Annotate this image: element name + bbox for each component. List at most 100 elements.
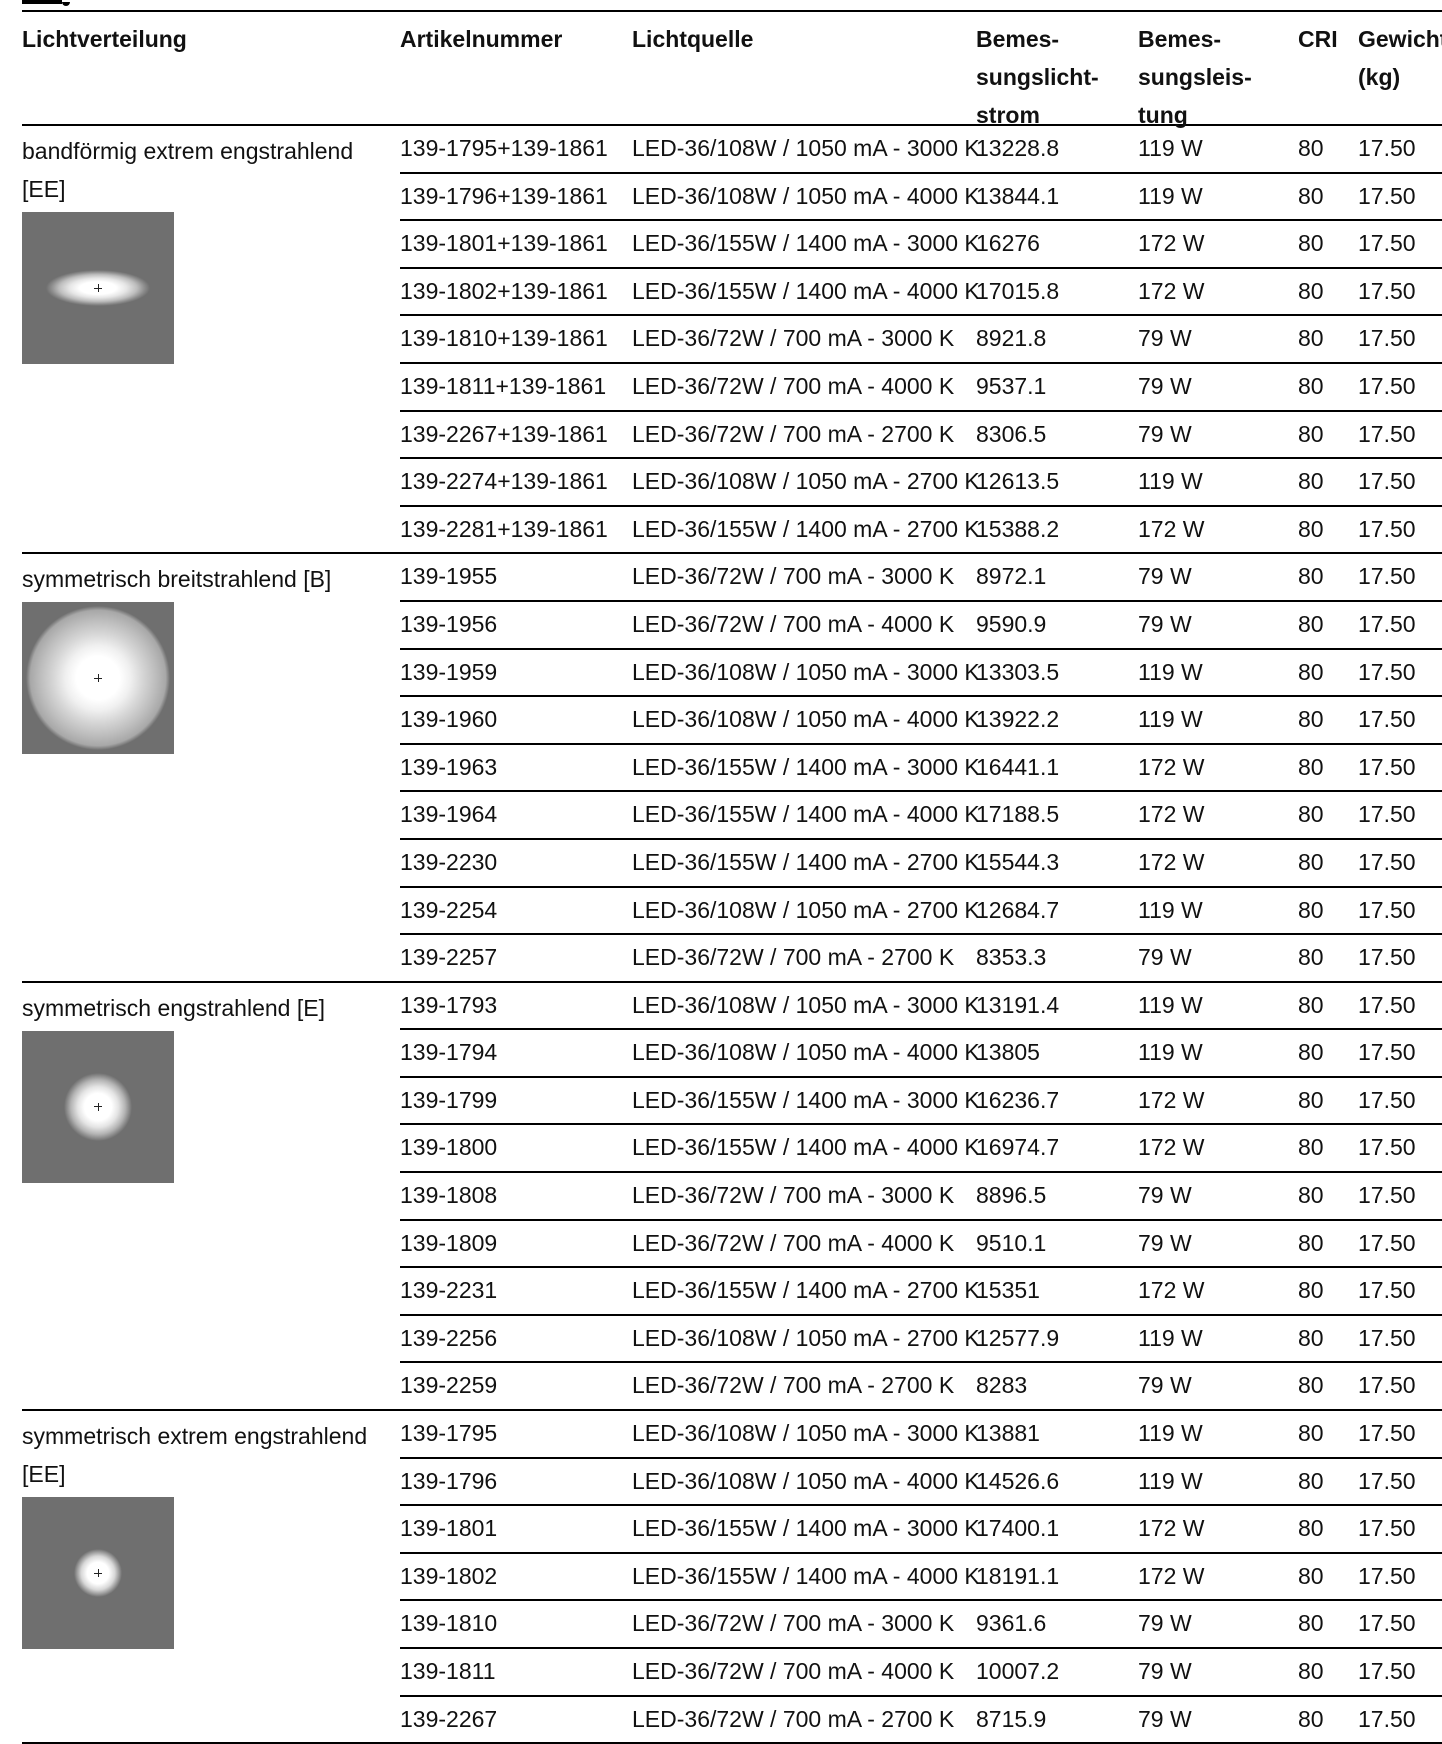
lichtstrom-cell: 18191.1: [976, 1562, 1060, 1589]
lichtstrom-cell: 8972.1: [976, 563, 1047, 590]
light-distribution-image: [22, 212, 174, 364]
leistung-cell: 119 W: [1138, 1039, 1203, 1066]
lichtstrom-cell: 13805: [976, 1039, 1040, 1066]
cri-cell: 80: [1298, 991, 1324, 1018]
gewicht-cell: 17.50: [1358, 658, 1416, 685]
lichtquelle-cell: LED-36/108W / 1050 mA - 4000 K: [632, 706, 980, 733]
distribution-group: symmetrisch breitstrahlend [B] 139-1955 LE…: [22, 554, 1442, 983]
lichtstrom-cell: 17015.8: [976, 277, 1060, 304]
artikelnummer-cell: 139-2230: [400, 848, 498, 875]
artikelnummer-cell: 139-1796+139-1861: [400, 182, 608, 209]
table-row: 139-1796 LED-36/108W / 1050 mA - 4000 K 14…: [400, 1459, 1442, 1507]
table-row: 139-1802+139-1861 LED-36/155W / 1400 mA -…: [400, 269, 1442, 317]
lichtstrom-cell: 17400.1: [976, 1515, 1060, 1542]
lichtstrom-cell: 9510.1: [976, 1229, 1047, 1256]
header-gewicht-line: (kg): [1358, 64, 1401, 90]
table-header: Lichtverteilung Artikelnummer Lichtquell…: [22, 12, 1442, 128]
table-row: 139-2256 LED-36/108W / 1050 mA - 2700 K 12…: [400, 1316, 1442, 1364]
leistung-cell: 79 W: [1138, 420, 1192, 447]
artikelnummer-cell: 139-2254: [400, 896, 498, 923]
artikelnummer-cell: 139-1800: [400, 1134, 498, 1161]
artikelnummer-cell: 139-2257: [400, 944, 498, 971]
table-row: 139-1800 LED-36/155W / 1400 mA - 4000 K 16…: [400, 1125, 1442, 1174]
table-row: 139-1795+139-1861 LED-36/108W / 1050 mA -…: [400, 126, 1442, 174]
leistung-cell: 79 W: [1138, 944, 1192, 971]
table-row: 139-2274+139-1861 LED-36/108W / 1050 mA -…: [400, 459, 1442, 507]
cri-cell: 80: [1298, 468, 1324, 495]
gewicht-cell: 17.50: [1358, 1372, 1416, 1399]
table-row: 139-2281+139-1861 LED-36/155W / 1400 mA -…: [400, 507, 1442, 553]
lichtstrom-cell: 12577.9: [976, 1324, 1060, 1351]
artikelnummer-cell: 139-1795: [400, 1420, 498, 1447]
lichtquelle-cell: LED-36/108W / 1050 mA - 3000 K: [632, 1420, 980, 1447]
gewicht-cell: 17.50: [1358, 1467, 1416, 1494]
lichtstrom-cell: 15351: [976, 1277, 1040, 1304]
cri-cell: 80: [1298, 135, 1324, 161]
distribution-group: symmetrisch extrem engstrahlend [EE] 139-…: [22, 1411, 1442, 1744]
table-row: 139-1793 LED-36/108W / 1050 mA - 3000 K 13…: [400, 983, 1442, 1031]
gewicht-cell: 17.50: [1358, 1324, 1416, 1351]
lichtstrom-cell: 13922.2: [976, 706, 1060, 733]
cri-cell: 80: [1298, 1515, 1324, 1542]
heading-fragment: [22, 0, 62, 4]
gewicht-cell: 17.50: [1358, 325, 1416, 352]
lichtstrom-cell: 8896.5: [976, 1182, 1047, 1209]
table-row: 139-1808 LED-36/72W / 700 mA - 3000 K 8896…: [400, 1173, 1442, 1221]
cri-cell: 80: [1298, 896, 1324, 923]
gewicht-cell: 17.50: [1358, 991, 1416, 1018]
lichtstrom-cell: 9590.9: [976, 610, 1047, 637]
gewicht-cell: 17.50: [1358, 1277, 1416, 1304]
table-row: 139-1811+139-1861 LED-36/72W / 700 mA - 4…: [400, 364, 1442, 412]
cri-cell: 80: [1298, 1610, 1324, 1637]
header-lichtverteilung: Lichtverteilung: [22, 26, 187, 52]
gewicht-cell: 17.50: [1358, 1039, 1416, 1066]
table-row: 139-1796+139-1861 LED-36/108W / 1050 mA -…: [400, 174, 1442, 222]
gewicht-cell: 17.50: [1358, 1134, 1416, 1161]
header-leistung-line: tung: [1138, 102, 1188, 128]
lichtquelle-cell: LED-36/72W / 700 mA - 2700 K: [632, 420, 955, 447]
lichtstrom-cell: 12684.7: [976, 896, 1060, 923]
leistung-cell: 79 W: [1138, 610, 1192, 637]
cri-cell: 80: [1298, 1039, 1324, 1066]
leistung-cell: 119 W: [1138, 1420, 1203, 1447]
cri-cell: 80: [1298, 848, 1324, 875]
lichtquelle-cell: LED-36/72W / 700 mA - 3000 K: [632, 1182, 955, 1209]
lichtquelle-cell: LED-36/72W / 700 mA - 3000 K: [632, 1610, 955, 1637]
table-row: 139-1959 LED-36/108W / 1050 mA - 3000 K 13…: [400, 650, 1442, 698]
distribution-label: symmetrisch breitstrahlend [B]: [22, 566, 332, 593]
gewicht-cell: 17.50: [1358, 706, 1416, 733]
leistung-cell: 172 W: [1138, 277, 1205, 304]
lichtstrom-cell: 14526.6: [976, 1467, 1060, 1494]
lichtquelle-cell: LED-36/72W / 700 mA - 2700 K: [632, 944, 955, 971]
table-row: 139-1802 LED-36/155W / 1400 mA - 4000 K 18…: [400, 1554, 1442, 1602]
header-lichtquelle: Lichtquelle: [632, 26, 754, 52]
gewicht-cell: 17.50: [1358, 230, 1416, 257]
distribution-label: symmetrisch engstrahlend [E]: [22, 994, 325, 1021]
leistung-cell: 79 W: [1138, 325, 1192, 352]
light-distribution-image: [22, 1497, 174, 1650]
lichtquelle-cell: LED-36/155W / 1400 mA - 3000 K: [632, 230, 980, 257]
distribution-label: symmetrisch extrem engstrahlend [EE]: [22, 1423, 368, 1488]
table-row: 139-2231 LED-36/155W / 1400 mA - 2700 K 15…: [400, 1268, 1442, 1316]
cri-cell: 80: [1298, 658, 1324, 685]
artikelnummer-cell: 139-1793: [400, 991, 498, 1018]
group-rows: 139-1795+139-1861 LED-36/108W / 1050 mA -…: [400, 126, 1442, 552]
table-row: 139-1801+139-1861 LED-36/155W / 1400 mA -…: [400, 221, 1442, 269]
table-row: 139-2230 LED-36/155W / 1400 mA - 2700 K 15…: [400, 840, 1442, 888]
gewicht-cell: 17.50: [1358, 182, 1416, 209]
table-row: 139-2259 LED-36/72W / 700 mA - 2700 K 8283…: [400, 1363, 1442, 1409]
lichtstrom-cell: 8921.8: [976, 325, 1047, 352]
lichtstrom-cell: 17188.5: [976, 801, 1060, 828]
leistung-cell: 172 W: [1138, 1134, 1205, 1161]
gewicht-cell: 17.50: [1358, 1182, 1416, 1209]
distribution-cell: symmetrisch extrem engstrahlend [EE]: [22, 1411, 392, 1650]
header-cri: CRI: [1298, 26, 1338, 52]
table-row: 139-1956 LED-36/72W / 700 mA - 4000 K 9590…: [400, 602, 1442, 650]
leistung-cell: 119 W: [1138, 991, 1203, 1018]
artikelnummer-cell: 139-1799: [400, 1086, 498, 1113]
distribution-cell: symmetrisch breitstrahlend [B]: [22, 554, 392, 755]
lichtquelle-cell: LED-36/155W / 1400 mA - 2700 K: [632, 515, 980, 542]
lichtstrom-cell: 13191.4: [976, 991, 1060, 1018]
header-leistung-line: sungsleis-: [1138, 64, 1252, 90]
table-row: 139-2254 LED-36/108W / 1050 mA - 2700 K 12…: [400, 888, 1442, 936]
